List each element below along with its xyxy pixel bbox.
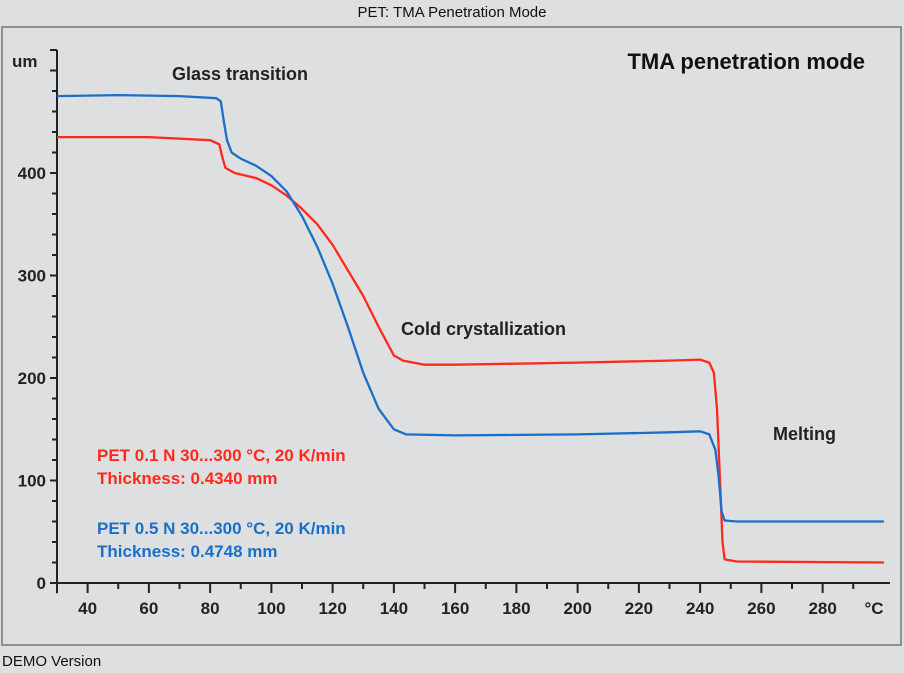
x-tick-label: 280	[808, 599, 836, 618]
y-tick-label: 100	[18, 472, 46, 491]
x-tick-label: 140	[380, 599, 408, 618]
demo-version-label: DEMO Version	[2, 653, 102, 670]
x-tick-label: 40	[78, 599, 97, 618]
y-tick-label: 0	[37, 574, 46, 593]
y-tick-label: 200	[18, 369, 46, 388]
x-tick-label: 220	[625, 599, 653, 618]
x-tick-label: 260	[747, 599, 775, 618]
y-axis-unit: um	[12, 52, 38, 71]
window-title: PET: TMA Penetration Mode	[357, 4, 547, 21]
y-tick-label: 400	[18, 164, 46, 183]
legend-thickness: Thickness: 0.4748 mm	[97, 542, 277, 561]
annotation: Glass transition	[172, 64, 308, 84]
x-tick-label: 80	[201, 599, 220, 618]
plot-frame	[1, 26, 902, 646]
series-line-0	[57, 135, 884, 564]
annotation: Cold crystallization	[401, 319, 566, 339]
x-axis-unit: °C	[864, 599, 883, 618]
annotation: Melting	[773, 424, 836, 444]
x-tick-label: 60	[139, 599, 158, 618]
x-tick-label: 160	[441, 599, 469, 618]
chart-title: TMA penetration mode	[627, 49, 865, 74]
series-line-1	[56, 93, 884, 523]
x-tick-label: 100	[257, 599, 285, 618]
x-tick-label: 120	[318, 599, 346, 618]
legend-thickness: Thickness: 0.4340 mm	[97, 469, 277, 488]
x-tick-label: 240	[686, 599, 714, 618]
x-tick-label: 180	[502, 599, 530, 618]
legend-entry: PET 0.5 N 30...300 °C, 20 K/min	[97, 519, 346, 538]
legend-entry: PET 0.1 N 30...300 °C, 20 K/min	[97, 446, 346, 465]
y-tick-label: 300	[18, 267, 46, 286]
x-tick-label: 200	[563, 599, 591, 618]
